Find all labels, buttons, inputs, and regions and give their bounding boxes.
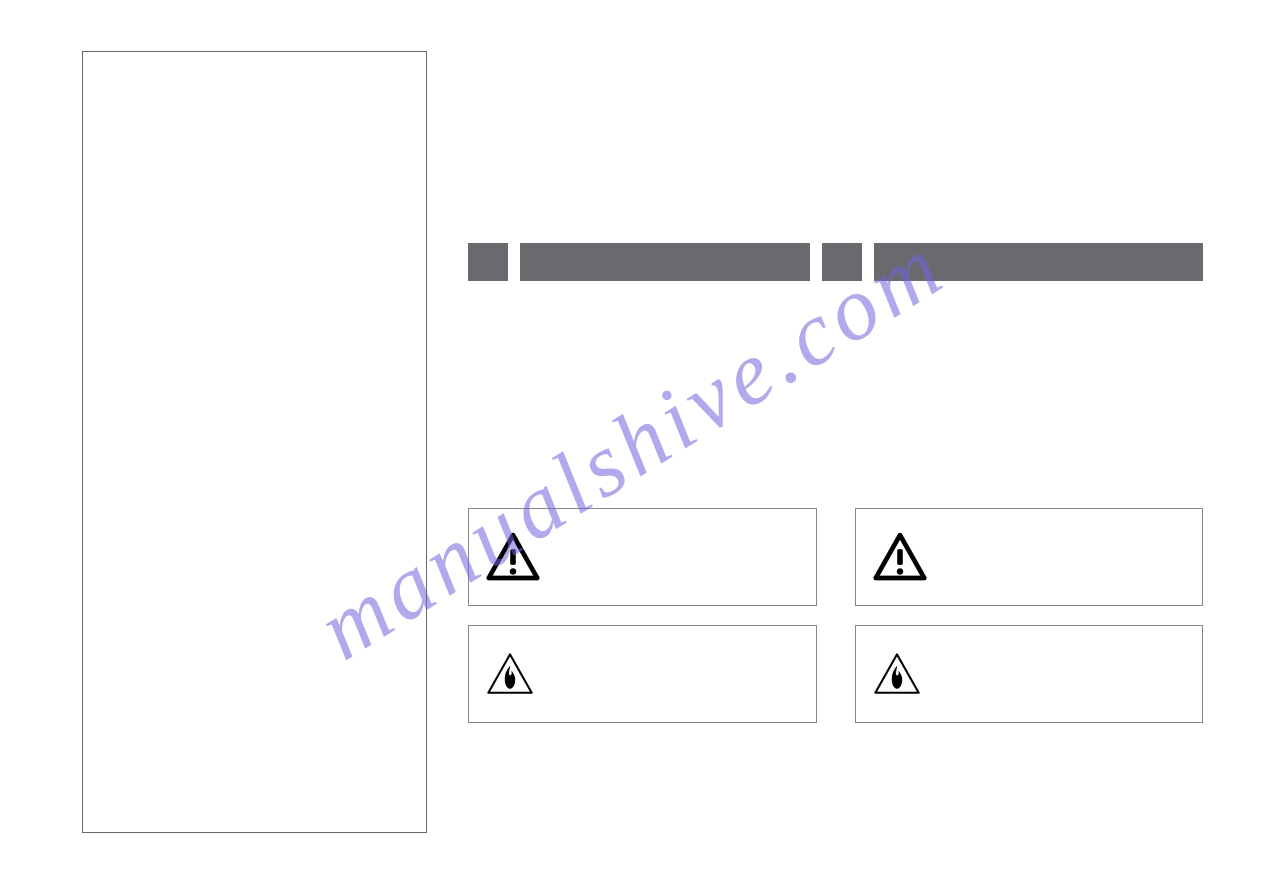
warning-box (468, 508, 817, 606)
warning-box (855, 625, 1203, 723)
warning-box (468, 625, 817, 723)
warning-box (855, 508, 1203, 606)
warning-triangle-icon (872, 531, 928, 583)
warning-triangle-icon (485, 531, 541, 583)
bar-segment (822, 243, 862, 281)
fire-triangle-icon (872, 649, 922, 699)
header-bars (468, 243, 1203, 281)
left-panel-box (82, 51, 427, 833)
bar-segment (520, 243, 810, 281)
bar-segment (468, 243, 508, 281)
fire-triangle-icon (485, 649, 535, 699)
bar-segment (874, 243, 1203, 281)
